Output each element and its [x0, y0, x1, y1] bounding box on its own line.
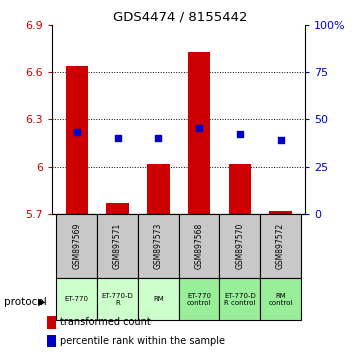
- Bar: [56, 214, 97, 278]
- Bar: [260, 214, 301, 278]
- Text: GSM897573: GSM897573: [154, 223, 163, 269]
- Bar: [219, 214, 260, 278]
- Point: [74, 129, 80, 135]
- Bar: [229, 164, 251, 214]
- Bar: [219, 278, 260, 320]
- Text: GSM897568: GSM897568: [195, 223, 204, 269]
- Text: GSM897571: GSM897571: [113, 223, 122, 269]
- Bar: [66, 66, 88, 214]
- Point: [115, 136, 121, 141]
- Point: [196, 125, 202, 131]
- Point: [156, 136, 161, 141]
- Bar: [97, 278, 138, 320]
- Text: ET-770-D
R control: ET-770-D R control: [224, 293, 256, 306]
- Bar: [138, 214, 179, 278]
- Bar: [179, 214, 219, 278]
- Text: GDS4474 / 8155442: GDS4474 / 8155442: [113, 11, 248, 24]
- Text: GSM897572: GSM897572: [276, 223, 285, 269]
- Bar: [269, 211, 292, 214]
- Text: RM
control: RM control: [268, 293, 293, 306]
- Bar: [260, 278, 301, 320]
- Text: GSM897570: GSM897570: [235, 223, 244, 269]
- Bar: [188, 52, 210, 214]
- Bar: [147, 164, 170, 214]
- Text: transformed count: transformed count: [60, 318, 150, 327]
- Point: [278, 137, 283, 143]
- Text: ▶: ▶: [38, 297, 45, 307]
- Bar: [138, 278, 179, 320]
- Text: protocol: protocol: [4, 297, 46, 307]
- Text: GSM897569: GSM897569: [72, 223, 81, 269]
- Text: ET-770: ET-770: [65, 296, 89, 302]
- Bar: [56, 278, 97, 320]
- Text: ET-770-D
R: ET-770-D R: [102, 293, 134, 306]
- Bar: [97, 214, 138, 278]
- Point: [237, 131, 243, 137]
- Text: ET-770
control: ET-770 control: [187, 293, 211, 306]
- Bar: [179, 278, 219, 320]
- Text: RM: RM: [153, 296, 164, 302]
- Text: percentile rank within the sample: percentile rank within the sample: [60, 336, 225, 346]
- Bar: [106, 203, 129, 214]
